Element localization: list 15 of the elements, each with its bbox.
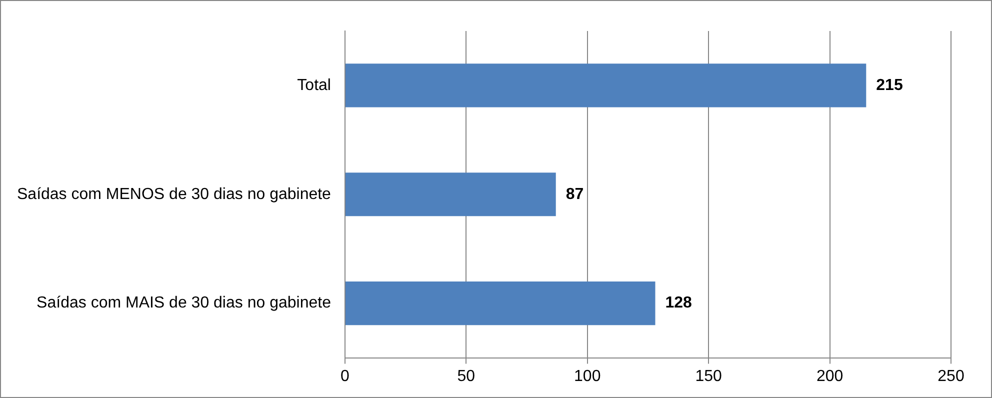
x-tick-label: 0: [340, 368, 350, 385]
bar: [345, 282, 656, 326]
y-tick-label: Saídas com MENOS de 30 dias no gabinete: [16, 186, 332, 203]
x-tick-label: 250: [938, 368, 964, 385]
y-tick-label: Total: [297, 76, 331, 94]
x-tick-label: 150: [695, 368, 722, 385]
x-tick-label: 100: [574, 368, 601, 385]
data-label: 128: [665, 294, 692, 312]
bar: [345, 64, 866, 108]
data-label: 87: [566, 186, 584, 203]
y-tick-label: Saídas com MAIS de 30 dias no gabinete: [36, 294, 332, 312]
x-tick-label: 50: [457, 368, 476, 385]
bar: [345, 172, 556, 216]
data-label: 215: [876, 76, 903, 94]
x-tick-label: 200: [816, 368, 844, 385]
